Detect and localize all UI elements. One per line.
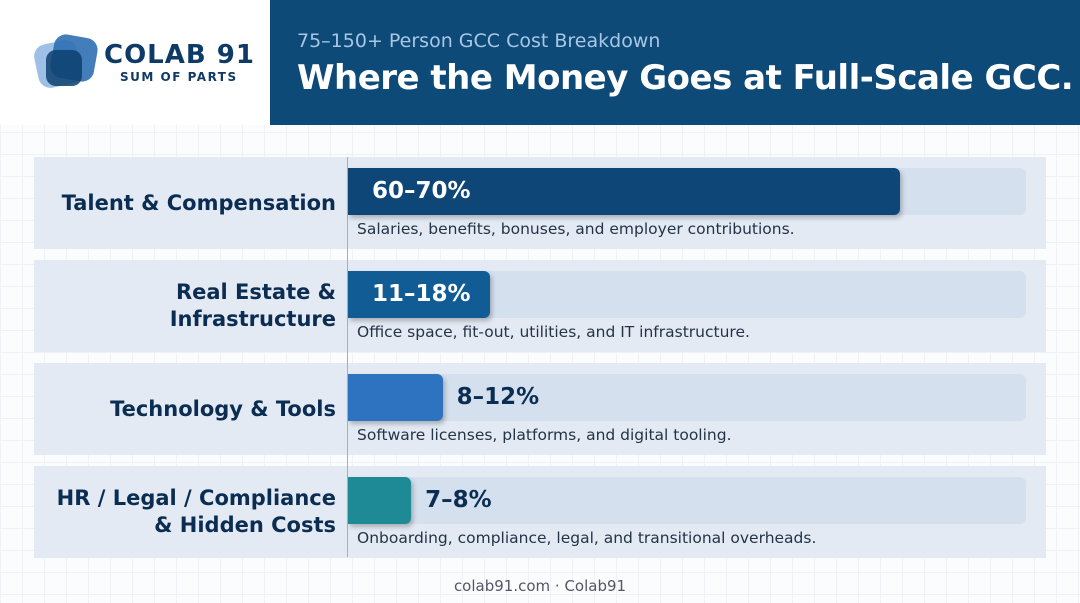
footer: colab91.com · Colab91 (453, 577, 627, 595)
value-label: 60–70% (372, 178, 471, 204)
category-label: Talent & Compensation (61, 190, 336, 215)
bar (348, 374, 443, 421)
description: Salaries, benefits, bonuses, and employe… (357, 220, 795, 238)
logo-area: COLAB 91 SUM OF PARTS (0, 0, 270, 125)
axis-line (347, 157, 348, 557)
category-label: Real Estate & Infrastructure (169, 280, 336, 331)
description: Onboarding, compliance, legal, and trans… (357, 529, 817, 547)
bar-track (348, 374, 1026, 421)
bar (348, 168, 900, 215)
tagline: SUM OF PARTS (120, 70, 238, 84)
category-label: HR / Legal / Compliance & Hidden Costs (56, 486, 336, 537)
brand: COLAB 91 (104, 40, 255, 70)
value-label: 8–12% (456, 384, 540, 410)
bar (348, 477, 412, 524)
title: Where the Money Goes at Full-Scale GCC. (297, 58, 1074, 98)
value-label: 11–18% (372, 281, 471, 307)
header-band (270, 0, 1080, 125)
category-label: Technology & Tools (110, 396, 336, 421)
bar (348, 271, 490, 318)
subtitle: 75–150+ Person GCC Cost Breakdown (297, 30, 661, 52)
logo-icon (34, 34, 98, 88)
description: Software licenses, platforms, and digita… (357, 426, 732, 444)
bar-track (348, 477, 1026, 524)
value-label: 7–8% (425, 487, 492, 513)
description: Office space, fit-out, utilities, and IT… (357, 323, 750, 341)
